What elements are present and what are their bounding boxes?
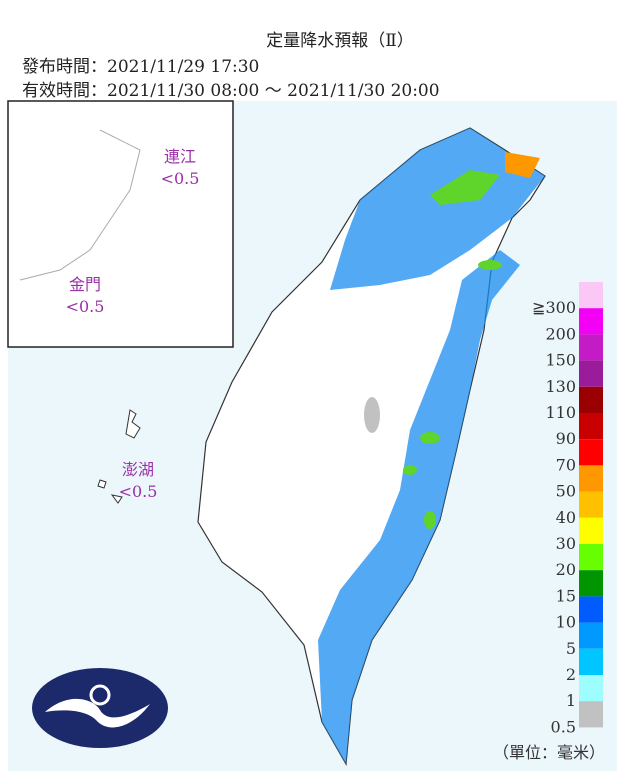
- island-name: 金門: [69, 275, 101, 294]
- legend-label: 130: [545, 377, 576, 396]
- legend-label: 90: [556, 429, 576, 448]
- legend-label: 70: [556, 455, 576, 474]
- legend-swatch: [579, 386, 603, 413]
- legend-swatch: [579, 413, 603, 440]
- legend-swatch: [579, 701, 603, 728]
- inset-coast: [19, 129, 141, 281]
- legend-label: 0.5: [551, 717, 576, 736]
- island-value: <0.5: [66, 297, 105, 316]
- legend-swatch: [579, 675, 603, 702]
- legend-label: 150: [545, 351, 576, 370]
- legend-swatch: [579, 439, 603, 466]
- legend-label: 1: [566, 691, 576, 710]
- unit-label: （單位：毫米）: [493, 743, 605, 762]
- legend-swatch: [579, 570, 603, 597]
- legend-swatch: [579, 491, 603, 518]
- legend-swatch: [579, 334, 603, 361]
- legend-label: 50: [556, 482, 576, 501]
- inset-box: [7, 100, 234, 348]
- legend-swatch: [579, 517, 603, 544]
- legend-label: 5: [566, 639, 576, 658]
- legend-label: 2: [566, 665, 576, 684]
- legend-label: 20: [556, 560, 576, 579]
- island-value: <0.5: [119, 482, 158, 501]
- island-value: <0.5: [161, 169, 200, 188]
- legend-swatch: [579, 596, 603, 623]
- legend-label: 200: [545, 324, 576, 343]
- legend-swatch: [579, 648, 603, 675]
- legend-label: 10: [556, 613, 576, 632]
- issued-time: 發布時間：2021/11/29 17:30: [22, 57, 259, 77]
- taiwan-map: [97, 127, 546, 766]
- island-name: 連江: [164, 147, 196, 166]
- legend-swatch: [579, 282, 603, 309]
- legend-label: 15: [556, 586, 576, 605]
- legend-label: ≧300: [532, 298, 576, 317]
- legend-swatch: [579, 544, 603, 571]
- title: 定量降水預報（Ⅱ）: [266, 31, 414, 51]
- legend-swatch: [579, 465, 603, 492]
- legend-swatch: [579, 308, 603, 335]
- legend-swatch: [579, 622, 603, 649]
- legend-label: 40: [556, 508, 576, 527]
- valid-time: 有效時間：2021/11/30 08:00 ～ 2021/11/30 20:00: [22, 81, 440, 101]
- legend-swatch: [579, 360, 603, 387]
- island-name: 澎湖: [122, 460, 154, 479]
- logo: [32, 668, 168, 748]
- legend-label: 30: [556, 534, 576, 553]
- legend-label: 110: [545, 403, 576, 422]
